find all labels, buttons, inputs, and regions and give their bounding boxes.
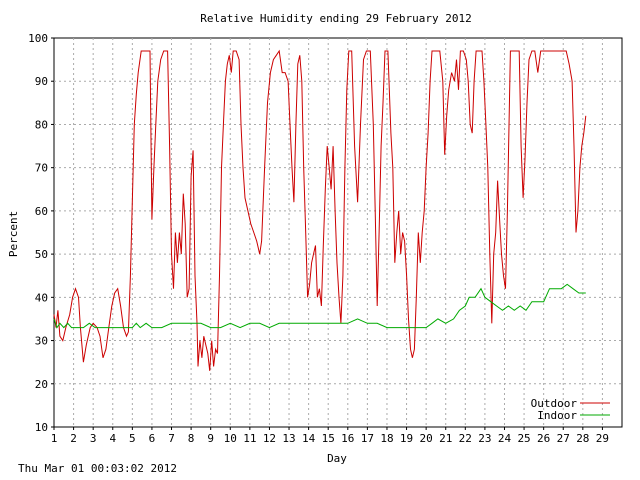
x-axis-label: Day [327,452,347,465]
legend-label-indoor: Indoor [537,409,577,422]
plot-frame [53,37,623,428]
x-tick-label: 6 [149,432,156,445]
y-tick-label: 70 [35,162,48,175]
y-axis-ticks: 10 20 30 40 50 60 70 80 90 100 [28,32,54,434]
x-tick-label: 5 [129,432,136,445]
y-tick-label: 30 [35,335,48,348]
y-tick-label: 100 [28,32,48,45]
y-tick-label: 90 [35,75,48,88]
x-tick-label: 13 [282,432,295,445]
x-tick-label: 24 [498,432,512,445]
y-tick-label: 60 [35,205,48,218]
x-tick-label: 9 [207,432,214,445]
x-tick-label: 21 [439,432,452,445]
legend: Outdoor Indoor [531,397,610,422]
y-tick-label: 20 [35,378,48,391]
y-tick-label: 10 [35,421,48,434]
x-tick-label: 3 [90,432,97,445]
series-lines [53,49,587,371]
x-tick-label: 14 [302,432,316,445]
x-axis-ticks: 1 2 3 4 5 6 7 8 9 10 11 12 13 14 15 16 17 18 19 20 21 22 23 24 2… [51,427,609,445]
plot-area: 1 2 3 4 5 6 7 8 9 10 11 12 13 14 15 16 17 18 19 20 21 22 23 24 2… [28,32,623,445]
footer-timestamp: Thu Mar 01 00:03:02 2012 [18,462,177,475]
x-tick-label: 11 [243,432,256,445]
x-tick-label: 1 [51,432,58,445]
x-tick-label: 25 [517,432,530,445]
y-axis-label: Percent [7,211,20,257]
x-tick-label: 29 [596,432,609,445]
x-tick-label: 12 [263,432,276,445]
x-tick-label: 19 [400,432,413,445]
x-tick-label: 7 [168,432,175,445]
x-tick-label: 27 [557,432,570,445]
x-tick-label: 4 [109,432,116,445]
grid-lines [54,38,622,427]
y-tick-label: 40 [35,291,48,304]
x-tick-label: 22 [459,432,472,445]
x-tick-label: 16 [341,432,354,445]
x-tick-label: 23 [478,432,491,445]
chart-title: Relative Humidity ending 29 February 201… [200,12,472,25]
y-tick-label: 80 [35,118,48,131]
series-line-outdoor [53,49,587,371]
x-tick-label: 18 [380,432,393,445]
x-tick-label: 10 [224,432,237,445]
x-tick-label: 2 [70,432,77,445]
x-tick-label: 15 [322,432,335,445]
x-tick-label: 20 [420,432,433,445]
x-tick-label: 17 [361,432,374,445]
x-tick-label: 28 [576,432,589,445]
series-line-indoor [53,283,586,329]
y-tick-label: 50 [35,248,48,261]
x-tick-label: 26 [537,432,550,445]
x-tick-label: 8 [188,432,195,445]
legend-label-outdoor: Outdoor [531,397,578,410]
